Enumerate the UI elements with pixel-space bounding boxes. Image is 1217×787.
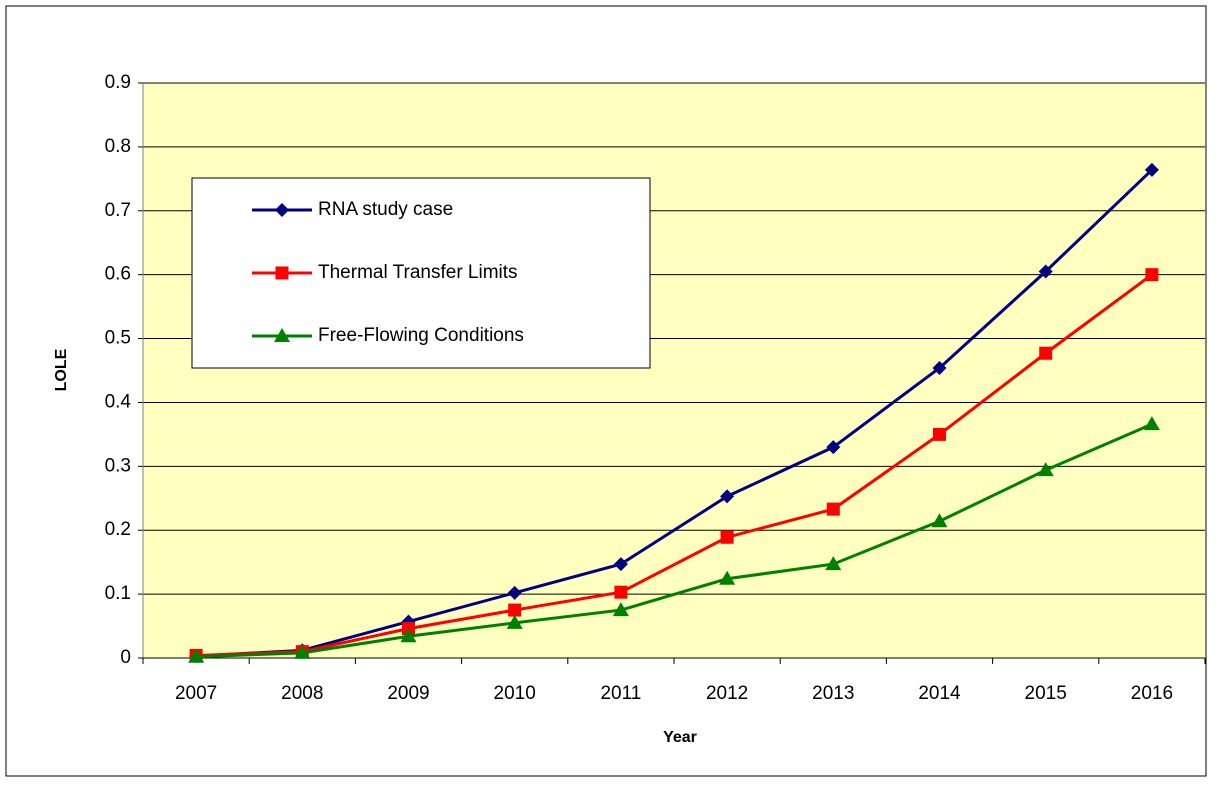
x-tick-label: 2008	[281, 683, 323, 704]
marker	[612, 602, 629, 617]
series-line	[196, 168, 1153, 658]
y-axis-title: LOLE	[53, 348, 70, 391]
marker	[1039, 346, 1053, 360]
marker	[826, 502, 840, 516]
x-tick-label: 2016	[1131, 683, 1173, 704]
x-tick-label: 2015	[1025, 683, 1067, 704]
x-tick-label: 2007	[175, 683, 217, 704]
y-tick-label: 0.3	[105, 455, 131, 476]
marker	[932, 360, 947, 375]
series-line	[196, 422, 1153, 659]
x-tick-label: 2013	[812, 683, 854, 704]
marker	[933, 427, 946, 441]
marker	[719, 570, 736, 585]
y-tick-label: 0.2	[105, 519, 131, 540]
y-tick-label: 0	[120, 647, 131, 668]
marker	[275, 266, 289, 280]
marker	[508, 603, 522, 617]
marker	[294, 644, 311, 659]
marker	[275, 203, 289, 217]
marker	[614, 585, 628, 599]
marker	[720, 489, 735, 504]
legend-label: Thermal Transfer Limits	[318, 262, 518, 283]
y-tick-label: 0.8	[105, 136, 131, 157]
x-tick-label: 2011	[600, 683, 641, 704]
marker	[1143, 416, 1160, 431]
legend-label: Free-Flowing Conditions	[318, 325, 524, 346]
y-tick-label: 0.6	[105, 264, 131, 285]
y-tick-label: 0.1	[105, 583, 131, 604]
x-tick-label: 2014	[918, 683, 961, 704]
legend-label: RNA study case	[318, 199, 453, 220]
marker	[188, 648, 205, 663]
marker	[826, 440, 841, 455]
marker	[1145, 268, 1159, 282]
marker	[825, 556, 842, 571]
marker	[274, 328, 290, 342]
marker	[720, 530, 734, 544]
marker	[1037, 462, 1054, 477]
x-tick-label: 2012	[706, 683, 748, 704]
y-tick-label: 0.7	[105, 200, 131, 221]
y-tick-label: 0.9	[105, 72, 131, 93]
x-tick-label: 2010	[494, 683, 536, 704]
plot-area	[143, 83, 1205, 658]
x-axis-title: Year	[663, 729, 697, 746]
y-tick-label: 0.5	[105, 328, 131, 349]
marker	[400, 628, 417, 643]
marker	[613, 557, 628, 572]
marker	[1038, 264, 1053, 279]
series-line	[196, 273, 1153, 657]
y-tick-label: 0.4	[105, 391, 132, 412]
marker	[931, 513, 948, 528]
marker	[1144, 162, 1159, 177]
x-tick-label: 2009	[387, 683, 429, 704]
marker	[506, 614, 523, 629]
marker	[507, 585, 522, 600]
